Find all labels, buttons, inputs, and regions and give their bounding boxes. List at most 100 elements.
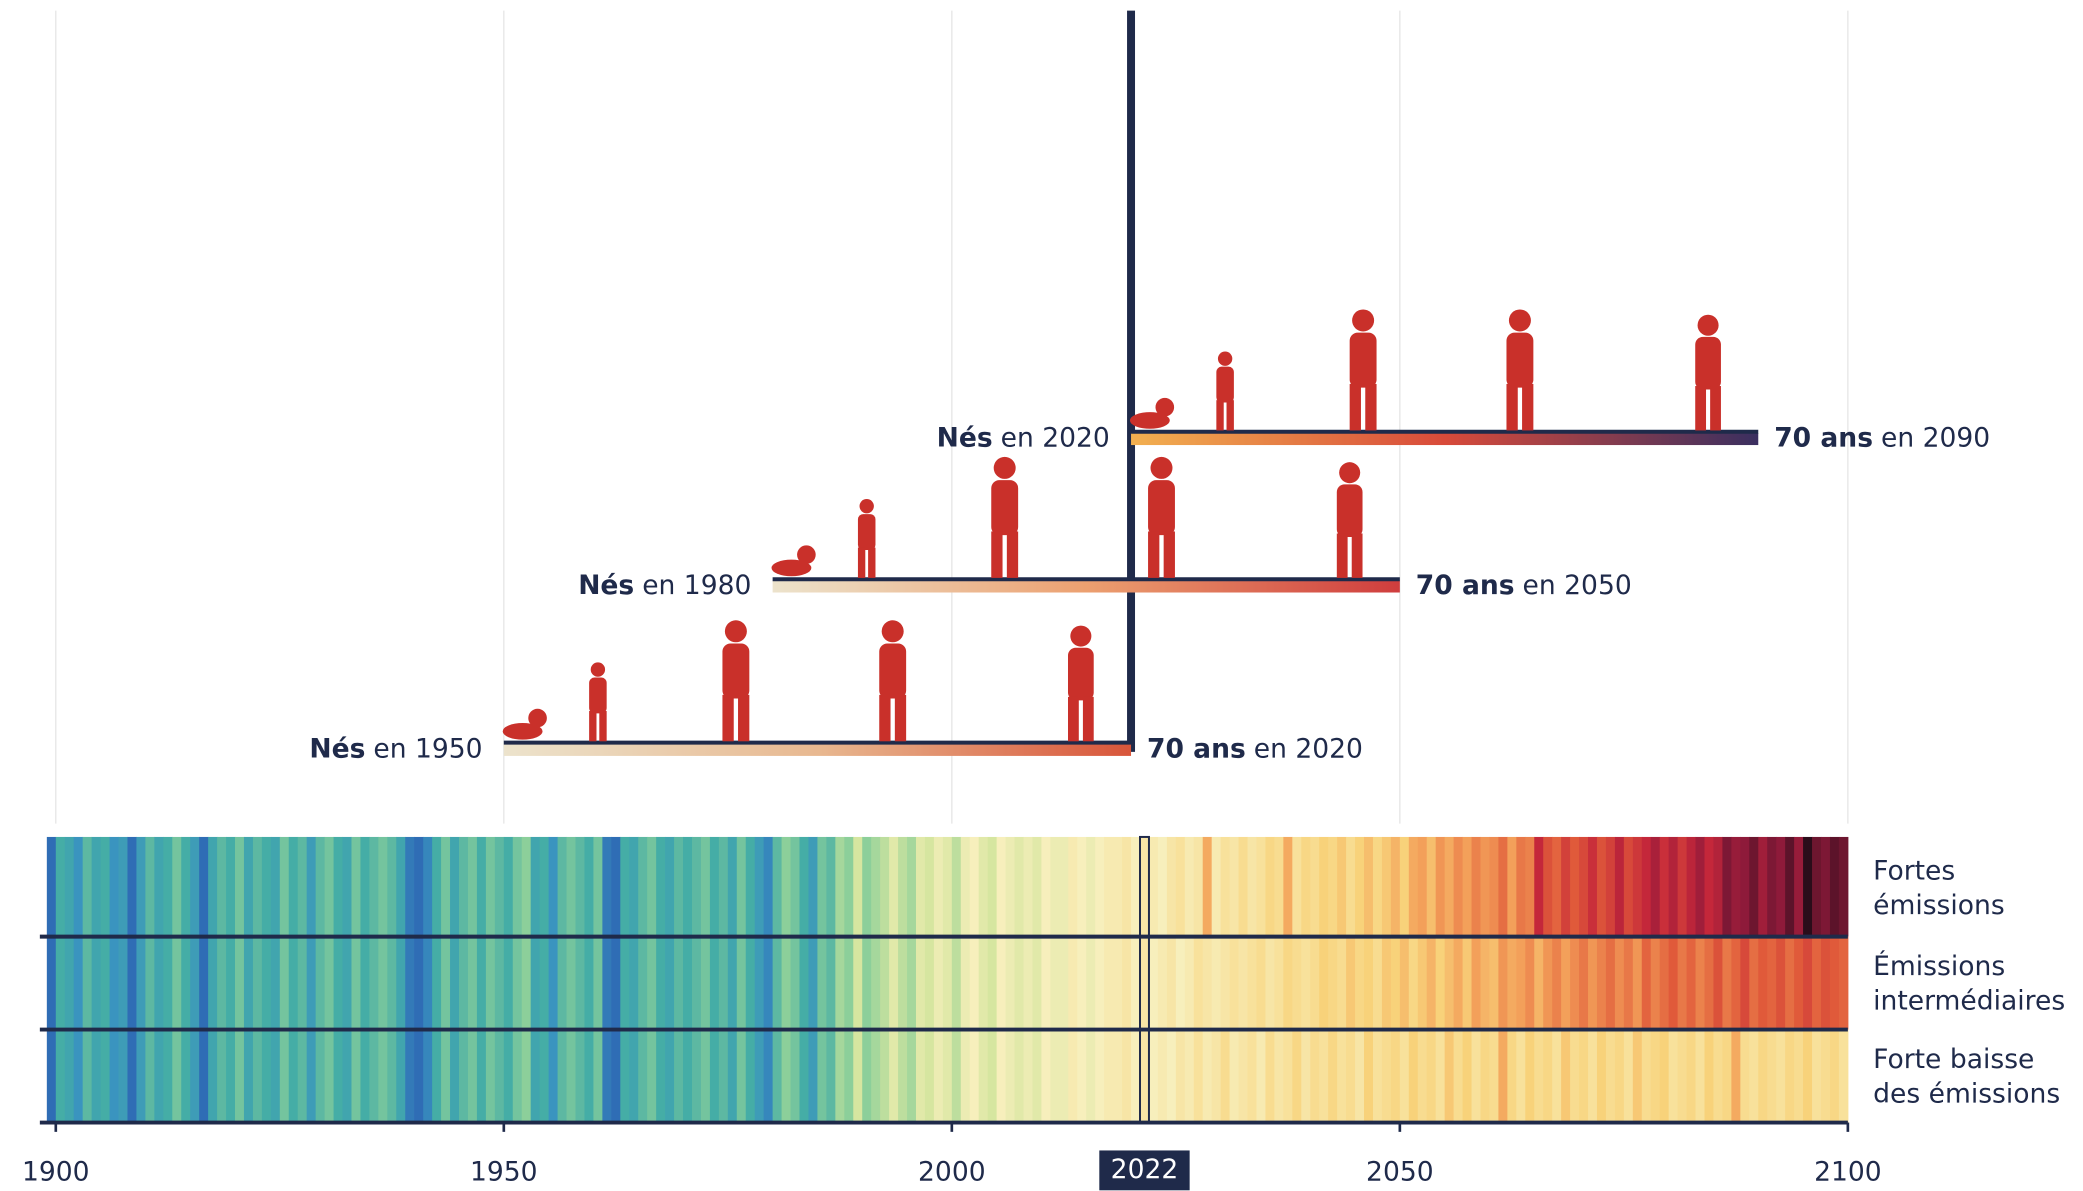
silhouette-part bbox=[993, 456, 1016, 479]
stripe bbox=[1256, 1029, 1266, 1123]
stripe bbox=[1686, 836, 1697, 937]
stripe bbox=[566, 836, 577, 1123]
stripe bbox=[978, 836, 989, 1123]
stripe bbox=[1328, 1029, 1338, 1123]
stripe bbox=[1704, 1029, 1714, 1123]
stripe bbox=[1390, 836, 1401, 937]
stripe bbox=[315, 836, 326, 1123]
stripe bbox=[709, 836, 720, 1123]
stripe bbox=[960, 836, 971, 1123]
stripe bbox=[1820, 936, 1831, 1030]
stripe bbox=[1408, 836, 1419, 937]
stripe bbox=[1552, 836, 1562, 937]
stripe bbox=[252, 836, 263, 1123]
end-label-rest: en 2020 bbox=[1254, 733, 1363, 764]
stripe bbox=[1435, 1029, 1446, 1123]
silhouette-part bbox=[879, 643, 907, 699]
stripe bbox=[1247, 836, 1258, 937]
stripe bbox=[1498, 936, 1508, 1030]
stripe bbox=[1516, 1029, 1526, 1123]
stripe bbox=[915, 836, 926, 1123]
silhouette-part bbox=[1163, 531, 1175, 578]
birth-label-bold: Nés bbox=[937, 422, 993, 453]
stripe bbox=[1507, 836, 1517, 937]
stripe bbox=[1588, 1029, 1598, 1123]
stripe bbox=[1525, 936, 1535, 1030]
stripe bbox=[1050, 836, 1060, 1123]
silhouette-part bbox=[771, 559, 812, 577]
stripe bbox=[1328, 936, 1338, 1030]
stripe bbox=[1292, 936, 1302, 1030]
silhouette-part bbox=[1352, 309, 1375, 332]
stripe bbox=[1104, 836, 1114, 1123]
stripe bbox=[521, 836, 532, 1123]
silhouette-part bbox=[590, 662, 606, 677]
stripe bbox=[1355, 836, 1365, 937]
silhouette-part bbox=[1216, 400, 1224, 431]
stripe bbox=[1812, 936, 1822, 1030]
stripe bbox=[1283, 1029, 1293, 1123]
stripe bbox=[1605, 936, 1616, 1030]
stripe bbox=[109, 836, 120, 1123]
stripe bbox=[1731, 1029, 1741, 1123]
stripe bbox=[1462, 1029, 1473, 1123]
stripe bbox=[1561, 936, 1571, 1030]
stripe bbox=[754, 836, 765, 1123]
stripe bbox=[1408, 1029, 1419, 1123]
stripe bbox=[656, 836, 666, 1123]
stripe bbox=[1803, 836, 1813, 937]
stripe bbox=[1157, 1029, 1168, 1123]
stripe bbox=[844, 836, 854, 1123]
silhouette-part bbox=[1339, 462, 1361, 484]
stripe bbox=[951, 836, 962, 1123]
stripe bbox=[1579, 936, 1589, 1030]
stripe bbox=[441, 836, 451, 1123]
stripe bbox=[799, 836, 809, 1123]
stripe bbox=[898, 836, 908, 1123]
stripe bbox=[1812, 1029, 1822, 1123]
stripe bbox=[1570, 1029, 1580, 1123]
stripe bbox=[1229, 1029, 1240, 1123]
stripe bbox=[1534, 836, 1544, 937]
stripe bbox=[1417, 1029, 1428, 1123]
cohort-bar bbox=[1131, 433, 1759, 446]
stripe bbox=[396, 836, 406, 1123]
end-label-rest: en 2090 bbox=[1881, 422, 1990, 453]
stripe bbox=[1641, 836, 1652, 937]
stripe bbox=[1489, 1029, 1499, 1123]
stripe bbox=[1014, 836, 1025, 1123]
stripe bbox=[1668, 936, 1679, 1030]
stripe bbox=[1274, 1029, 1284, 1123]
stripe bbox=[127, 836, 137, 1123]
stripe bbox=[1704, 936, 1714, 1030]
stripe bbox=[1390, 1029, 1401, 1123]
stripe bbox=[1220, 836, 1231, 937]
stripe bbox=[1516, 836, 1526, 937]
stripe bbox=[1184, 936, 1195, 1030]
silhouette bbox=[1336, 462, 1363, 578]
birth-label: Nés en 1980 bbox=[578, 569, 751, 600]
stripe bbox=[1408, 936, 1419, 1030]
stripe bbox=[1444, 836, 1455, 937]
end-label-bold: 70 ans bbox=[1147, 733, 1246, 764]
stripe bbox=[1131, 836, 1141, 1123]
stripe bbox=[288, 836, 299, 1123]
stripe bbox=[1632, 1029, 1643, 1123]
silhouette-part bbox=[1351, 533, 1363, 578]
stripe bbox=[378, 836, 388, 1123]
stripe bbox=[1256, 936, 1266, 1030]
stripe bbox=[629, 836, 639, 1123]
silhouette bbox=[1067, 625, 1094, 742]
stripe bbox=[924, 836, 935, 1123]
stripe bbox=[1794, 1029, 1804, 1123]
stripe bbox=[1632, 836, 1643, 937]
stripe bbox=[1283, 936, 1293, 1030]
stripe bbox=[1417, 936, 1428, 1030]
highlight-outline bbox=[1139, 835, 1150, 1124]
silhouette-part bbox=[1217, 351, 1233, 366]
scenario-label-box: Fortes émissions bbox=[1873, 854, 2005, 920]
stripe bbox=[772, 836, 783, 1123]
stripe bbox=[1677, 936, 1688, 1030]
stripe bbox=[1310, 936, 1320, 1030]
